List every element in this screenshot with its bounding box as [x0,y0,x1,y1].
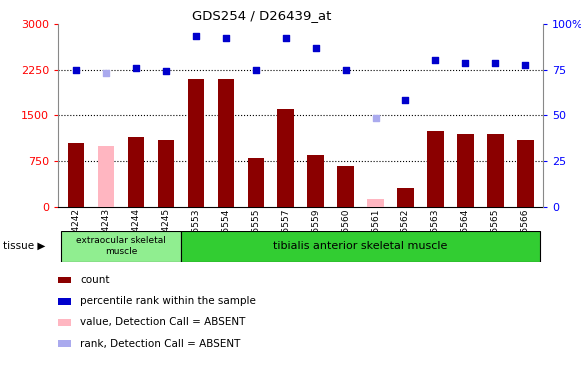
Text: GDS254 / D26439_at: GDS254 / D26439_at [192,9,331,22]
Bar [517,140,533,207]
Text: count: count [80,275,110,285]
Text: tissue ▶: tissue ▶ [3,241,45,251]
Point [461,60,470,66]
Point [401,97,410,103]
Bar [157,140,174,207]
Point [251,67,260,72]
Bar [61,231,181,262]
Point [131,65,141,71]
Point [101,70,110,75]
Bar [188,79,204,207]
Point [491,60,500,66]
Bar [367,199,384,207]
Bar [457,134,474,207]
Bar [248,158,264,207]
Point [191,33,200,39]
Bar [487,134,504,207]
Bar [181,231,540,262]
Point [341,67,350,72]
Bar [68,143,84,207]
Bar [217,79,234,207]
Bar [397,188,414,207]
Text: extraocular skeletal
muscle: extraocular skeletal muscle [76,236,166,256]
Bar [278,109,294,207]
Text: value, Detection Call = ABSENT: value, Detection Call = ABSENT [80,317,246,328]
Text: rank, Detection Call = ABSENT: rank, Detection Call = ABSENT [80,339,241,349]
Bar [98,146,114,207]
Bar [307,155,324,207]
Text: percentile rank within the sample: percentile rank within the sample [80,296,256,306]
Text: tibialis anterior skeletal muscle: tibialis anterior skeletal muscle [274,241,448,251]
Bar [128,137,144,207]
Point [221,35,231,41]
Point [71,67,81,72]
Point [521,62,530,68]
Point [431,57,440,63]
Bar [427,131,444,207]
Point [281,35,290,41]
Point [311,45,320,51]
Point [162,68,171,74]
Bar [338,166,354,207]
Point [371,115,380,121]
